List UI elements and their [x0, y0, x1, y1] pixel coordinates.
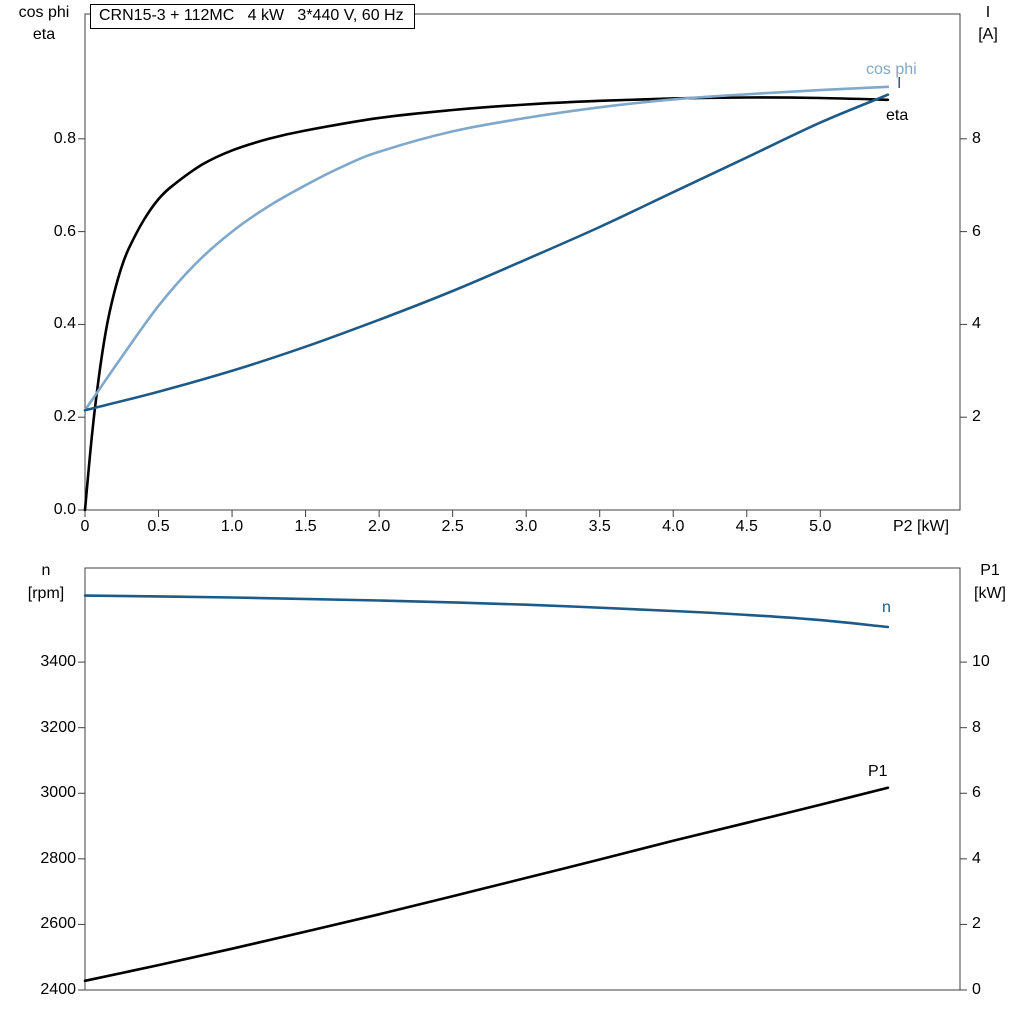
tick-label: 5.0: [809, 518, 832, 535]
tick-label: 2400: [40, 981, 76, 998]
tick-label: 2800: [40, 849, 76, 867]
top-right-axis-title-current: I: [985, 4, 991, 21]
tick-label: 3200: [40, 718, 76, 736]
curve-I: [83, 93, 890, 412]
curve-label-current: I: [897, 75, 902, 92]
tick-label: 8: [972, 129, 981, 147]
tick-label: 0.0: [53, 501, 76, 518]
tick-label: 2: [972, 408, 981, 426]
tick-label: 0.5: [147, 518, 170, 535]
tick-label: 4.5: [735, 518, 758, 535]
tick-label: 6: [972, 222, 981, 240]
curve-label-eta: eta: [886, 107, 909, 124]
tick-label: 2.0: [367, 518, 391, 535]
bottom-left-axis-title-speed: n: [41, 562, 51, 579]
curve-cos-phi: [83, 85, 890, 412]
tick-label: 4.0: [662, 518, 685, 535]
top-left-axis-title-eta: eta: [32, 26, 56, 43]
curve-eta: [83, 96, 890, 512]
curve-n: [83, 594, 890, 629]
top-left-axis-title-cos-phi: cos phi: [18, 4, 70, 21]
tick-label: 1.5: [294, 518, 317, 535]
tick-label: 1.0: [220, 518, 244, 535]
tick-label: 2.5: [441, 518, 464, 535]
curve-P1: [83, 786, 890, 983]
curve-label-cos-phi: cos phi: [866, 61, 917, 78]
tick-label: 0: [972, 981, 981, 998]
top-right-axis-unit-amps: [A]: [978, 26, 998, 43]
tick-label: 0.4: [53, 315, 76, 333]
tick-label: 3.0: [515, 518, 538, 535]
bottom-right-axis-title-p1: P1: [980, 562, 1000, 579]
tick-label: 0.8: [53, 129, 76, 147]
curve-label-speed: n: [882, 599, 891, 616]
tick-label: 0: [80, 518, 90, 535]
tick-label: 3000: [40, 784, 76, 802]
tick-label: 2: [972, 915, 981, 933]
x-axis-label-p2: P2 [kW]: [893, 518, 950, 535]
bottom-right-axis-unit-kw: [kW]: [974, 585, 1006, 602]
tick-label: 10: [972, 653, 990, 671]
tick-label: 2600: [40, 915, 76, 933]
tick-label: 3400: [40, 653, 76, 671]
chart-title-box: CRN15-3 + 112MC 4 kW 3*440 V, 60 Hz: [90, 4, 415, 29]
plot-frame: [84, 567, 961, 991]
tick-label: 8: [972, 718, 981, 736]
tick-label: 0.2: [53, 408, 76, 426]
tick-label: 4: [972, 849, 981, 867]
curve-label-p1: P1: [868, 763, 888, 780]
tick-label: 3.5: [588, 518, 611, 535]
bottom-left-axis-unit-rpm: [rpm]: [27, 585, 65, 602]
tick-label: 6: [972, 784, 981, 802]
plot-frame: [84, 13, 961, 511]
tick-label: 0.6: [53, 222, 76, 240]
tick-label: 4: [972, 315, 981, 333]
